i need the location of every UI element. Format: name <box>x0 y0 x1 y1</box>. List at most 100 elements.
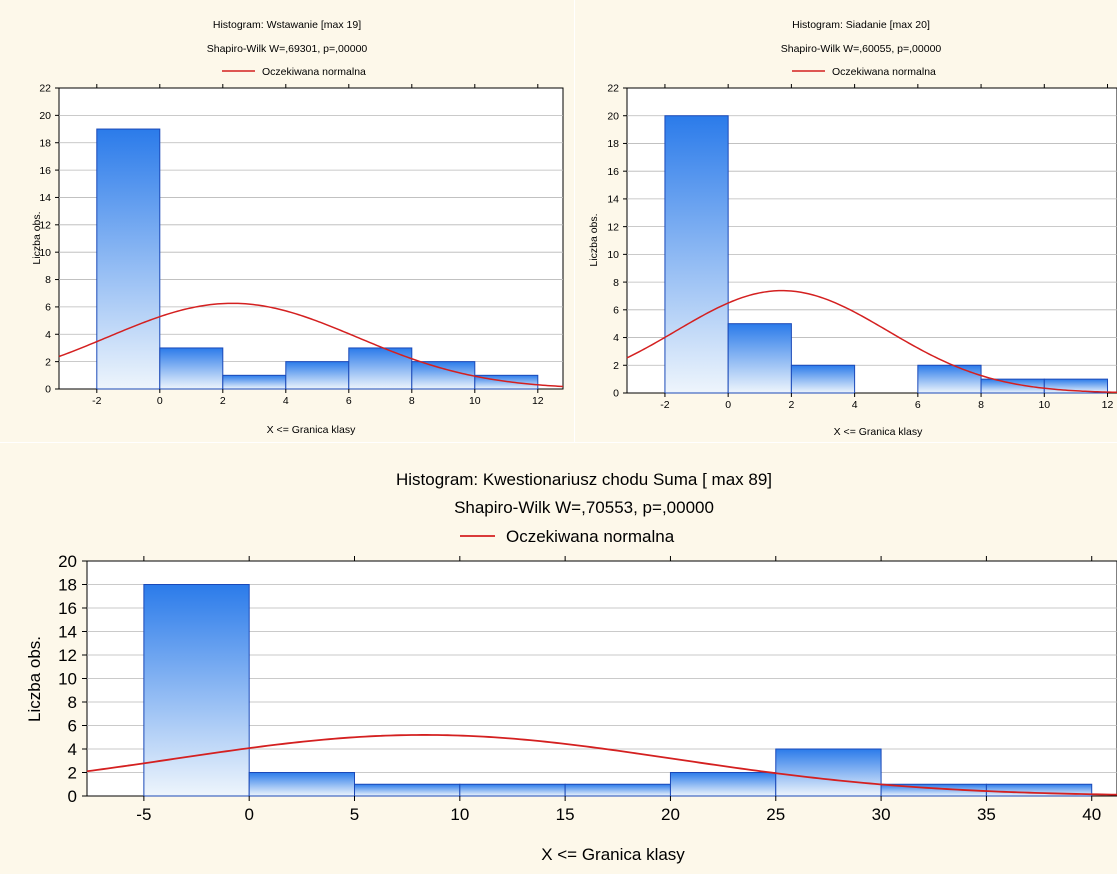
normal-curve <box>86 734 1117 796</box>
y-tick-label: 22 <box>607 83 619 95</box>
x-tick-label: 12 <box>1102 399 1114 411</box>
y-tick-label: 6 <box>613 304 619 316</box>
x-axis-label: X <= Granica klasy <box>541 845 685 864</box>
chart-title: Histogram: Siadanie [max 20] <box>792 19 930 31</box>
histogram-bar <box>790 364 856 394</box>
x-tick-label: 6 <box>915 399 921 411</box>
x-tick-label: 0 <box>244 805 253 824</box>
y-tick-label: 10 <box>607 249 619 261</box>
y-axis-label: Liczba obs. <box>25 636 44 722</box>
x-tick-label: 10 <box>1038 399 1050 411</box>
chart-title: Histogram: Kwestionariusz chodu Suma [ m… <box>396 470 772 489</box>
chart-subtitle: Shapiro-Wilk W=,70553, p=,00000 <box>454 498 714 517</box>
y-tick-label: 14 <box>39 192 51 204</box>
y-tick-label: 6 <box>68 716 77 735</box>
legend-label: Oczekiwana normalna <box>832 66 936 78</box>
x-tick-label: -2 <box>92 395 101 407</box>
histogram-bar <box>248 772 356 797</box>
x-tick-label: 2 <box>788 399 794 411</box>
normal-curve <box>58 302 564 388</box>
y-tick-label: 4 <box>68 740 77 759</box>
histogram-bar <box>459 783 566 797</box>
chart-title: Histogram: Wstawanie [max 19] <box>213 19 361 31</box>
x-tick-label: 25 <box>766 805 785 824</box>
y-tick-label: 16 <box>58 599 77 618</box>
x-tick-label: 15 <box>556 805 575 824</box>
histogram-bar <box>159 347 224 390</box>
histogram-wstawanie-panel: Histogram: Wstawanie [max 19] Shapiro-Wi… <box>0 0 574 442</box>
legend-label: Oczekiwana normalna <box>506 527 675 546</box>
y-axis-label: Liczba obs. <box>31 211 43 264</box>
histogram-kwestionariusz-chart: Histogram: Kwestionariusz chodu Suma [ m… <box>25 470 1117 864</box>
y-tick-label: 8 <box>68 693 77 712</box>
y-tick-label: 16 <box>39 165 51 177</box>
y-tick-label: 2 <box>613 360 619 372</box>
x-tick-label: 8 <box>409 395 415 407</box>
histogram-bar <box>143 584 250 797</box>
histogram-siadanie-panel: Histogram: Siadanie [max 20] Shapiro-Wil… <box>575 0 1117 442</box>
x-tick-label: -5 <box>136 805 151 824</box>
x-tick-label: 40 <box>1082 805 1101 824</box>
x-tick-label: 0 <box>725 399 731 411</box>
normal-curve <box>626 289 1117 394</box>
y-tick-label: 6 <box>45 302 51 314</box>
histogram-bar <box>348 347 413 390</box>
histogram-bar <box>980 378 1045 394</box>
x-tick-label: 2 <box>220 395 226 407</box>
histogram-bar <box>285 361 350 390</box>
histogram-bar <box>727 323 792 394</box>
x-axis-label: X <= Granica klasy <box>267 424 356 436</box>
y-tick-label: 10 <box>39 247 51 259</box>
chart-subtitle: Shapiro-Wilk W=,60055, p=,00000 <box>781 43 942 55</box>
x-tick-label: 35 <box>977 805 996 824</box>
y-tick-label: 0 <box>613 388 619 400</box>
y-tick-label: 0 <box>68 787 77 806</box>
x-tick-label: 0 <box>157 395 163 407</box>
y-tick-label: 8 <box>613 277 619 289</box>
y-tick-label: 14 <box>607 194 619 206</box>
histogram-wstawanie-chart: Histogram: Wstawanie [max 19] Shapiro-Wi… <box>31 19 564 436</box>
x-tick-label: 20 <box>661 805 680 824</box>
histogram-bar <box>96 128 161 390</box>
x-axis-label: X <= Granica klasy <box>834 426 923 438</box>
histogram-bar <box>222 374 287 390</box>
y-tick-label: 20 <box>607 110 619 122</box>
y-tick-label: 2 <box>45 356 51 368</box>
y-tick-label: 18 <box>607 138 619 150</box>
x-tick-label: 6 <box>346 395 352 407</box>
y-tick-label: 0 <box>45 384 51 396</box>
y-tick-label: 12 <box>39 219 51 231</box>
y-tick-label: 2 <box>68 763 77 782</box>
y-tick-label: 20 <box>39 110 51 122</box>
x-tick-label: 12 <box>532 395 544 407</box>
y-axis-label: Liczba obs. <box>588 213 600 266</box>
chart-subtitle: Shapiro-Wilk W=,69301, p=,00000 <box>207 43 368 55</box>
histogram-bar <box>917 364 982 394</box>
y-tick-label: 22 <box>39 83 51 95</box>
y-tick-label: 18 <box>58 575 77 594</box>
y-tick-label: 4 <box>45 329 51 341</box>
x-tick-label: 4 <box>852 399 858 411</box>
y-tick-label: 14 <box>58 622 77 641</box>
histogram-bar <box>564 783 671 797</box>
x-tick-label: 4 <box>283 395 289 407</box>
y-tick-label: 18 <box>39 137 51 149</box>
histogram-kwestionariusz-panel: Histogram: Kwestionariusz chodu Suma [ m… <box>0 443 1117 874</box>
histogram-bar <box>669 772 777 797</box>
histogram-siadanie-chart: Histogram: Siadanie [max 20] Shapiro-Wil… <box>588 19 1117 438</box>
histogram-bar <box>664 115 729 394</box>
y-tick-label: 20 <box>58 552 77 571</box>
histogram-bar <box>985 783 1093 797</box>
x-tick-label: 10 <box>469 395 481 407</box>
x-tick-label: 8 <box>978 399 984 411</box>
legend-label: Oczekiwana normalna <box>262 66 366 78</box>
y-tick-label: 12 <box>607 221 619 233</box>
y-tick-label: 4 <box>613 332 619 344</box>
x-tick-label: 30 <box>872 805 891 824</box>
y-tick-label: 8 <box>45 274 51 286</box>
y-tick-label: 16 <box>607 166 619 178</box>
y-tick-label: 10 <box>58 669 77 688</box>
x-tick-label: -2 <box>660 399 669 411</box>
x-tick-label: 10 <box>450 805 469 824</box>
y-tick-label: 12 <box>58 646 77 665</box>
